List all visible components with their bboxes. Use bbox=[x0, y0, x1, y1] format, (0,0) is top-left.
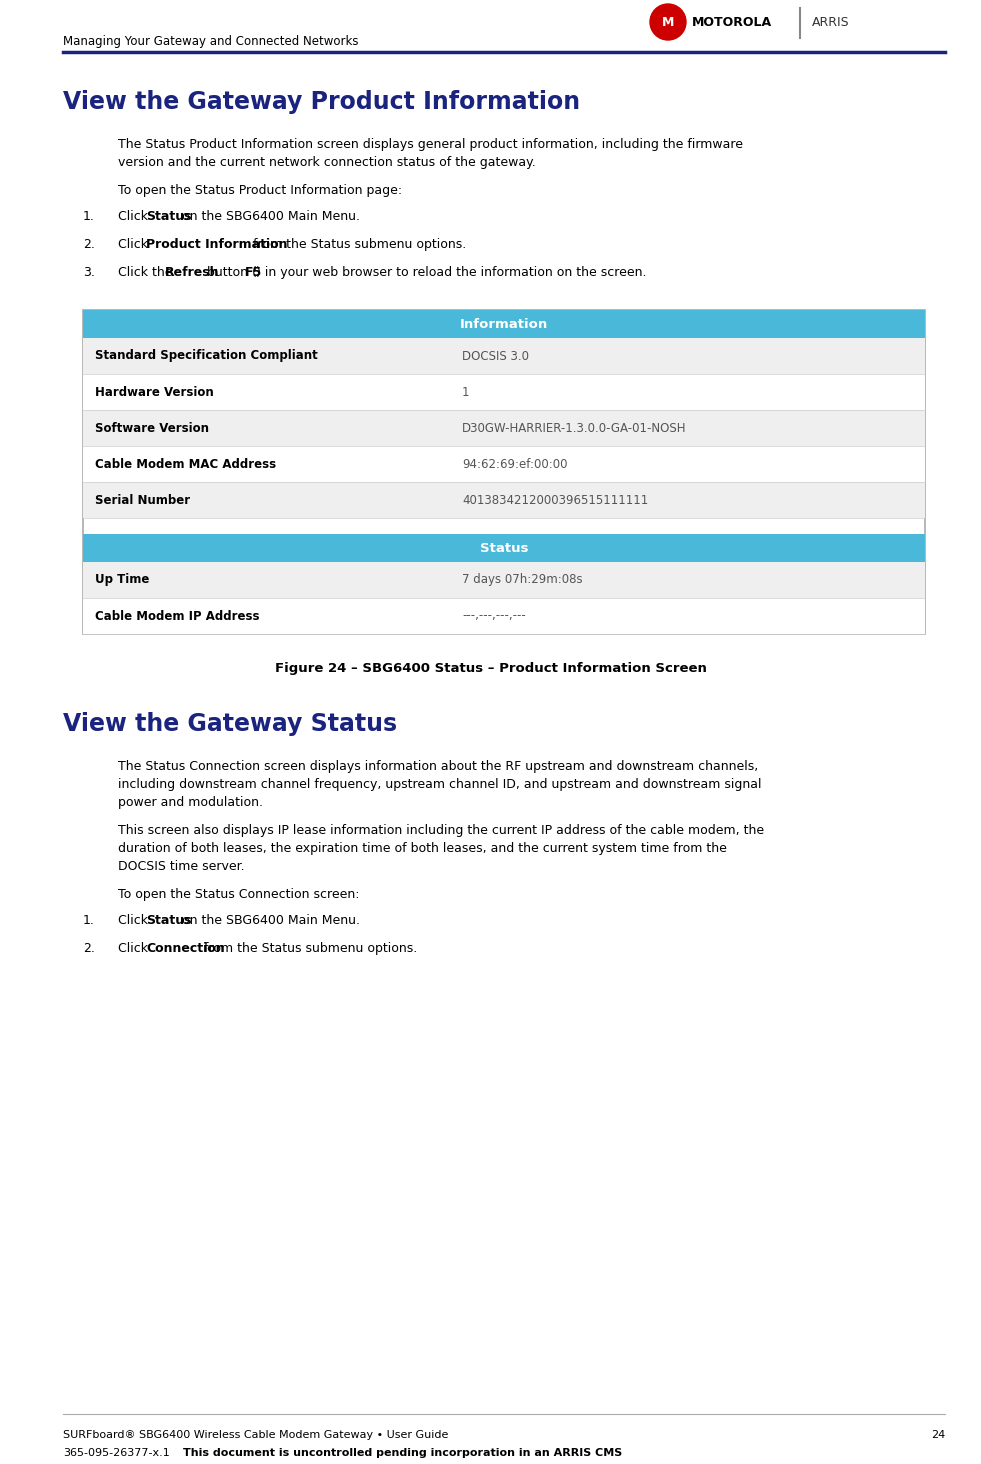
Text: version and the current network connection status of the gateway.: version and the current network connecti… bbox=[118, 157, 536, 168]
Text: Connection: Connection bbox=[146, 941, 225, 955]
Text: 365-095-26377-x.1: 365-095-26377-x.1 bbox=[63, 1448, 170, 1458]
Text: Click the: Click the bbox=[118, 266, 177, 280]
Text: Click: Click bbox=[118, 239, 152, 250]
Text: 4013834212000396515111111: 4013834212000396515111111 bbox=[462, 493, 648, 507]
Text: Managing Your Gateway and Connected Networks: Managing Your Gateway and Connected Netw… bbox=[63, 35, 358, 48]
Text: This screen also displays IP lease information including the current IP address : This screen also displays IP lease infor… bbox=[118, 824, 764, 837]
Text: MOTOROLA: MOTOROLA bbox=[692, 16, 772, 28]
Text: Cable Modem MAC Address: Cable Modem MAC Address bbox=[95, 457, 276, 470]
Bar bbox=[83, 597, 925, 634]
Text: Up Time: Up Time bbox=[95, 574, 149, 587]
Text: D30GW-HARRIER-1.3.0.0-GA-01-NOSH: D30GW-HARRIER-1.3.0.0-GA-01-NOSH bbox=[462, 422, 687, 435]
Text: 1: 1 bbox=[462, 385, 469, 398]
Text: from the Status submenu options.: from the Status submenu options. bbox=[200, 941, 417, 955]
Text: Serial Number: Serial Number bbox=[95, 493, 190, 507]
Text: Product Information: Product Information bbox=[146, 239, 287, 250]
Text: Hardware Version: Hardware Version bbox=[95, 385, 214, 398]
Bar bbox=[83, 482, 925, 518]
Text: Status: Status bbox=[146, 209, 191, 223]
Text: To open the Status Product Information page:: To open the Status Product Information p… bbox=[118, 184, 402, 198]
Text: 3.: 3. bbox=[83, 266, 95, 280]
Text: Click: Click bbox=[118, 941, 152, 955]
Text: Information: Information bbox=[460, 318, 548, 331]
Text: ---,---,---,---: ---,---,---,--- bbox=[462, 609, 526, 622]
Text: 94:62:69:ef:00:00: 94:62:69:ef:00:00 bbox=[462, 457, 567, 470]
Text: Software Version: Software Version bbox=[95, 422, 209, 435]
Text: Standard Specification Compliant: Standard Specification Compliant bbox=[95, 350, 318, 363]
Text: The Status Product Information screen displays general product information, incl: The Status Product Information screen di… bbox=[118, 138, 743, 151]
Text: ARRIS: ARRIS bbox=[812, 16, 850, 28]
Text: 1.: 1. bbox=[83, 209, 95, 223]
Bar bbox=[83, 447, 925, 482]
Text: M: M bbox=[662, 16, 674, 28]
Text: button (: button ( bbox=[203, 266, 256, 280]
Text: on the SBG6400 Main Menu.: on the SBG6400 Main Menu. bbox=[179, 209, 360, 223]
Text: Refresh: Refresh bbox=[165, 266, 220, 280]
Text: Figure 24 – SBG6400 Status – Product Information Screen: Figure 24 – SBG6400 Status – Product Inf… bbox=[275, 662, 706, 675]
Text: View the Gateway Status: View the Gateway Status bbox=[63, 712, 397, 736]
Text: power and modulation.: power and modulation. bbox=[118, 796, 263, 810]
Text: from the Status submenu options.: from the Status submenu options. bbox=[248, 239, 466, 250]
Text: 1.: 1. bbox=[83, 914, 95, 927]
Text: To open the Status Connection screen:: To open the Status Connection screen: bbox=[118, 889, 359, 900]
Circle shape bbox=[650, 4, 686, 40]
Text: SURFboard® SBG6400 Wireless Cable Modem Gateway • User Guide: SURFboard® SBG6400 Wireless Cable Modem … bbox=[63, 1430, 448, 1441]
Bar bbox=[83, 562, 925, 597]
Bar bbox=[83, 310, 925, 634]
Text: The Status Connection screen displays information about the RF upstream and down: The Status Connection screen displays in… bbox=[118, 760, 758, 773]
Text: Status: Status bbox=[146, 914, 191, 927]
Text: on the SBG6400 Main Menu.: on the SBG6400 Main Menu. bbox=[179, 914, 360, 927]
Bar bbox=[83, 534, 925, 562]
Text: This document is uncontrolled pending incorporation in an ARRIS CMS: This document is uncontrolled pending in… bbox=[183, 1448, 622, 1458]
Text: 2.: 2. bbox=[83, 941, 95, 955]
Bar bbox=[83, 338, 925, 373]
Text: Click: Click bbox=[118, 209, 152, 223]
Text: duration of both leases, the expiration time of both leases, and the current sys: duration of both leases, the expiration … bbox=[118, 842, 727, 855]
Text: View the Gateway Product Information: View the Gateway Product Information bbox=[63, 89, 580, 114]
Text: 24: 24 bbox=[931, 1430, 945, 1441]
Text: DOCSIS time server.: DOCSIS time server. bbox=[118, 859, 244, 873]
Bar bbox=[83, 410, 925, 447]
Text: Click: Click bbox=[118, 914, 152, 927]
Text: DOCSIS 3.0: DOCSIS 3.0 bbox=[462, 350, 529, 363]
Text: Cable Modem IP Address: Cable Modem IP Address bbox=[95, 609, 260, 622]
Text: 7 days 07h:29m:08s: 7 days 07h:29m:08s bbox=[462, 574, 583, 587]
Bar bbox=[83, 373, 925, 410]
Text: Status: Status bbox=[480, 542, 528, 555]
Text: ) in your web browser to reload the information on the screen.: ) in your web browser to reload the info… bbox=[255, 266, 646, 280]
Text: including downstream channel frequency, upstream channel ID, and upstream and do: including downstream channel frequency, … bbox=[118, 777, 761, 791]
Text: 2.: 2. bbox=[83, 239, 95, 250]
Text: F5: F5 bbox=[244, 266, 262, 280]
Bar bbox=[83, 310, 925, 338]
